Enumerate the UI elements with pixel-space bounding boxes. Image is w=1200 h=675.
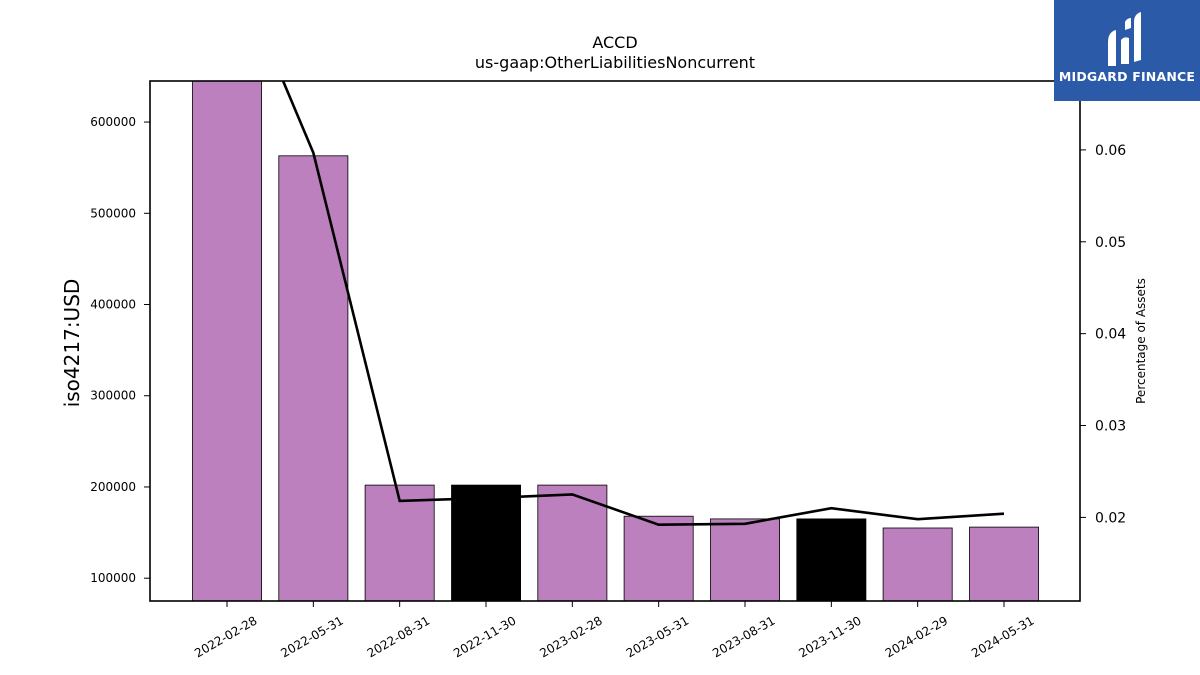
chart-subtitle: us-gaap:OtherLiabilitiesNoncurrent xyxy=(475,53,755,72)
bar xyxy=(969,526,1039,602)
y-tick-label: 300000 xyxy=(90,389,136,403)
y-axis-left: 100000 200000 300000 400000 500000 600000 xyxy=(90,115,150,585)
x-tick-label: 2023-11-30 xyxy=(796,613,863,660)
x-tick-label: 2023-02-28 xyxy=(537,613,604,660)
bar xyxy=(796,518,867,602)
x-tick-label: 2023-08-31 xyxy=(710,613,777,660)
y2-tick-label: 0.04 xyxy=(1095,327,1126,343)
x-tick-label: 2022-05-31 xyxy=(278,613,345,660)
bar xyxy=(882,527,953,602)
bar xyxy=(451,484,521,602)
x-tick-label: 2022-02-28 xyxy=(192,613,259,660)
y2-tick-label: 0.02 xyxy=(1095,510,1126,526)
y-tick-label: 600000 xyxy=(90,115,136,129)
line-layer xyxy=(281,81,1005,527)
y2-tick-label: 0.06 xyxy=(1095,143,1126,159)
y2-tick-label: 0.05 xyxy=(1095,235,1126,251)
x-tick-label: 2022-11-30 xyxy=(451,613,518,660)
bar xyxy=(623,515,694,602)
y-axis-label: iso4217:USD xyxy=(60,279,84,408)
series-line xyxy=(281,81,1005,527)
y-tick-label: 500000 xyxy=(90,206,136,220)
x-tick-label: 2023-05-31 xyxy=(624,613,691,660)
logo: MIDGARD FINANCE xyxy=(1054,0,1200,101)
y-tick-label: 100000 xyxy=(90,571,136,585)
x-tick-label: 2024-02-29 xyxy=(883,613,950,660)
y2-axis-label: Percentage of Assets xyxy=(1134,278,1148,404)
y2-tick-label: 0.03 xyxy=(1095,419,1126,435)
logo-text: MIDGARD FINANCE xyxy=(1058,69,1196,84)
x-tick-label: 2022-08-31 xyxy=(365,613,432,660)
plot-frame xyxy=(149,80,1081,602)
y-tick-label: 400000 xyxy=(90,298,136,312)
bars-layer xyxy=(192,80,1039,602)
y-tick-label: 200000 xyxy=(90,480,136,494)
bar xyxy=(192,80,262,602)
bar xyxy=(710,518,780,602)
bar xyxy=(278,155,349,602)
x-tick-label: 2024-05-31 xyxy=(969,613,1036,660)
chart-title: ACCD xyxy=(592,33,637,52)
logo-icon xyxy=(1108,12,1141,66)
y-axis-right: 0.02 0.03 0.04 0.05 0.06 xyxy=(1080,143,1126,526)
bar xyxy=(537,484,608,602)
x-axis: 2022-02-28 2022-05-31 2022-08-31 2022-11-30… xyxy=(192,601,1037,660)
bar xyxy=(364,484,435,602)
